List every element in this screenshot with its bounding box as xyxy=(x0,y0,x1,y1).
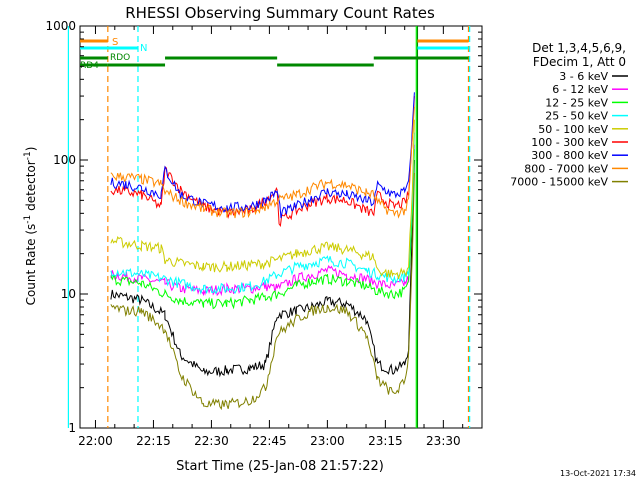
y-tick-label-2: 100 xyxy=(53,153,76,167)
series-line-5 xyxy=(110,96,415,227)
series-line-0 xyxy=(110,159,415,378)
x-axis-label: Start Time (25-Jan-08 21:57:22) xyxy=(176,459,384,474)
flag-label-rdo: RDO xyxy=(110,53,130,63)
flag-label-s: S xyxy=(112,37,118,48)
legend-entry-label-7: 800 - 7000 keV xyxy=(524,162,608,175)
legend-entry-label-0: 3 - 6 keV xyxy=(559,70,608,83)
legend-entry-label-1: 6 - 12 keV xyxy=(552,83,608,96)
x-tick-label-0: 22:00 xyxy=(78,434,113,448)
y-label-end: ) xyxy=(24,147,38,152)
series-line-4 xyxy=(110,119,415,280)
series-line-8 xyxy=(110,172,415,411)
y-tick-label-1: 10 xyxy=(61,287,76,301)
legend: Det 1,3,4,5,6,9, FDecim 1, Att 0 3 - 6 k… xyxy=(510,41,628,189)
series-line-7 xyxy=(110,106,415,219)
legend-header-2: FDecim 1, Att 0 xyxy=(533,55,626,69)
series-line-1 xyxy=(110,144,415,297)
x-tick-label-1: 22:15 xyxy=(136,434,171,448)
legend-entry-label-4: 50 - 100 keV xyxy=(538,123,608,136)
y-label-sup2: -1 xyxy=(23,151,33,160)
series-line-3 xyxy=(110,132,415,295)
y-tick-label-3: 1000 xyxy=(45,19,76,33)
x-tick-label-5: 23:15 xyxy=(368,434,403,448)
y-axis-label: Count Rate (s-1 detector-1) xyxy=(23,147,38,306)
x-tick-label-4: 23:00 xyxy=(310,434,345,448)
x-tick-label-2: 22:30 xyxy=(194,434,229,448)
y-label-main: Count Rate (s xyxy=(24,224,38,306)
legend-entry-label-2: 12 - 25 keV xyxy=(545,96,608,109)
legend-entry-label-6: 300 - 800 keV xyxy=(531,149,608,162)
plot-frame xyxy=(79,25,483,429)
legend-header-1: Det 1,3,4,5,6,9, xyxy=(532,41,626,55)
legend-entry-label-8: 7000 - 15000 keV xyxy=(510,176,608,189)
x-tick-label-3: 22:45 xyxy=(252,434,287,448)
timestamp: 13-Oct-2021 17:34 xyxy=(560,469,636,478)
y-tick-label-0: 1 xyxy=(68,421,76,435)
y-label-sup1: -1 xyxy=(23,215,33,224)
series-line-6 xyxy=(110,92,415,219)
y-label-mid: detector xyxy=(24,160,38,215)
series-line-2 xyxy=(110,149,415,310)
chart-title: RHESSI Observing Summary Count Rates xyxy=(125,4,435,22)
plot-area: S N RDO RD4 1 10 100 1000 22:00 22:15 22:30 22:45 23… xyxy=(45,19,483,448)
legend-entry-label-3: 25 - 50 keV xyxy=(545,110,608,123)
flag-label-rd4: RD4 xyxy=(80,61,99,71)
x-tick-label-6: 23:30 xyxy=(426,434,461,448)
flag-label-n: N xyxy=(140,43,147,54)
legend-entry-label-5: 100 - 300 keV xyxy=(531,136,608,149)
